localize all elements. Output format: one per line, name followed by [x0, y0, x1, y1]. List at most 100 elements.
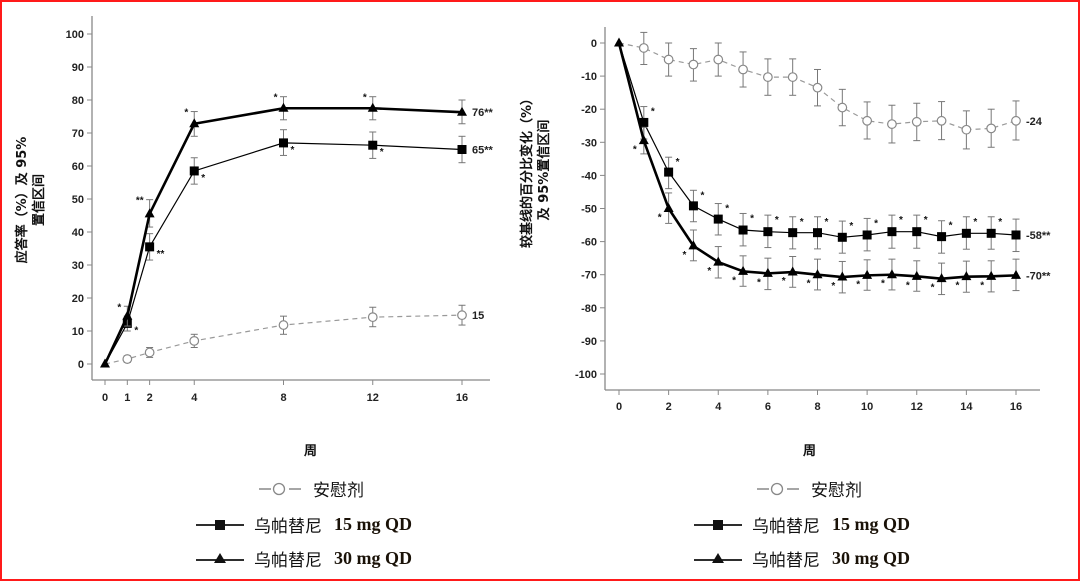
data-point	[638, 135, 649, 145]
data-point	[937, 232, 947, 242]
data-point	[145, 242, 155, 252]
data-point	[862, 115, 873, 126]
left-y-label-line2: 置信区间	[32, 174, 47, 227]
data-point	[1011, 269, 1021, 279]
x-tick-label: 1	[124, 392, 130, 404]
filled-square-marker-icon	[196, 519, 244, 530]
data-point	[986, 123, 997, 134]
data-point	[713, 54, 724, 65]
x-tick-label: 0	[102, 392, 108, 404]
data-point	[457, 106, 467, 116]
significance-label: **	[157, 249, 165, 260]
significance-label: *	[924, 215, 928, 226]
data-point	[787, 72, 798, 82]
data-point	[961, 124, 972, 135]
x-tick-label: 8	[280, 392, 286, 404]
data-point	[787, 266, 798, 276]
end-value-label: 65**	[472, 145, 494, 157]
data-point	[812, 269, 823, 279]
y-tick-label: -60	[581, 237, 597, 249]
data-point	[986, 228, 996, 238]
y-tick-label: 0	[591, 38, 597, 50]
data-point	[278, 102, 289, 112]
data-point	[688, 59, 699, 70]
y-tick-label: -50	[581, 204, 597, 216]
x-tick-label: 12	[367, 392, 379, 404]
data-point	[663, 203, 674, 212]
data-point	[812, 82, 823, 93]
data-point	[638, 43, 649, 53]
filled-triangle-marker-icon	[694, 552, 742, 563]
significance-label: *	[874, 218, 878, 229]
x-tick-label: 0	[616, 401, 622, 413]
significance-label: *	[184, 108, 188, 119]
significance-label: *	[807, 279, 811, 290]
data-point	[837, 102, 848, 113]
x-tick-label: 16	[1010, 401, 1022, 413]
data-point	[100, 358, 110, 368]
significance-label: *	[931, 283, 935, 294]
right-x-axis-label: 周	[803, 444, 817, 459]
significance-label: *	[782, 276, 786, 287]
data-point	[911, 116, 922, 127]
data-point	[367, 102, 378, 112]
x-tick-label: 6	[765, 401, 771, 413]
y-tick-label: 80	[72, 95, 84, 107]
data-point	[738, 64, 748, 75]
data-point	[887, 119, 897, 129]
filled-triangle-marker-icon	[196, 552, 244, 563]
series-filled-triangle: ***** *76**	[100, 93, 494, 368]
significance-label: *	[980, 280, 984, 291]
significance-label: *	[117, 302, 121, 313]
significance-label: *	[973, 217, 977, 228]
significance-label: *	[700, 190, 704, 201]
significance-label: *	[849, 221, 853, 232]
series-open-circle: -24	[618, 31, 1043, 150]
significance-label: **	[136, 196, 144, 207]
end-value-label: -70**	[1026, 270, 1051, 282]
data-point	[189, 118, 200, 128]
filled-square-marker-icon	[694, 519, 742, 530]
data-point	[762, 267, 773, 277]
data-point	[738, 225, 748, 235]
legend-item-15mg: 乌帕替尼 15 mg QD	[694, 512, 910, 537]
left-y-axis-label: 应答率（%）及 95% 置信区间	[14, 70, 48, 330]
significance-label: *	[676, 157, 680, 168]
significance-label: *	[274, 93, 278, 104]
data-point	[367, 312, 378, 323]
y-tick-label: 10	[72, 326, 84, 338]
x-tick-label: 16	[456, 392, 468, 404]
right-y-label-line2: 及 95%置信区间	[537, 119, 552, 221]
data-point	[713, 256, 724, 266]
legend-label: 乌帕替尼	[752, 517, 820, 537]
significance-label: *	[291, 145, 295, 156]
series-filled-triangle: * * * * * * * * * * * * * * * -70**	[614, 37, 1051, 296]
series-open-circle: 15	[104, 304, 484, 365]
data-point	[144, 347, 155, 358]
series-filled-square: ***** * 65**	[104, 129, 494, 365]
significance-label: *	[683, 250, 687, 261]
data-point	[762, 72, 773, 82]
legend-item-placebo: 安慰剂	[757, 476, 862, 501]
data-point	[862, 269, 873, 279]
significance-label: *	[658, 213, 662, 224]
legend-label: 乌帕替尼	[254, 517, 322, 537]
legend-dose: 30 mg QD	[832, 548, 910, 568]
legend-item-placebo: 安慰剂	[259, 476, 364, 501]
legend-dose: 30 mg QD	[334, 548, 412, 568]
x-tick-label: 12	[911, 401, 923, 413]
x-tick-label: 2	[147, 392, 153, 404]
data-point	[144, 208, 155, 218]
right-y-axis-label: 较基线的百分比变化（%） 及 95%置信区间	[519, 40, 553, 300]
y-tick-label: -20	[581, 104, 597, 116]
data-point	[788, 228, 798, 238]
end-value-label: 15	[472, 310, 484, 322]
data-point	[738, 265, 749, 275]
y-tick-label: 0	[78, 359, 84, 371]
legend-label: 乌帕替尼	[254, 551, 322, 571]
significance-label: *	[380, 147, 384, 158]
y-tick-label: -40	[581, 170, 597, 182]
